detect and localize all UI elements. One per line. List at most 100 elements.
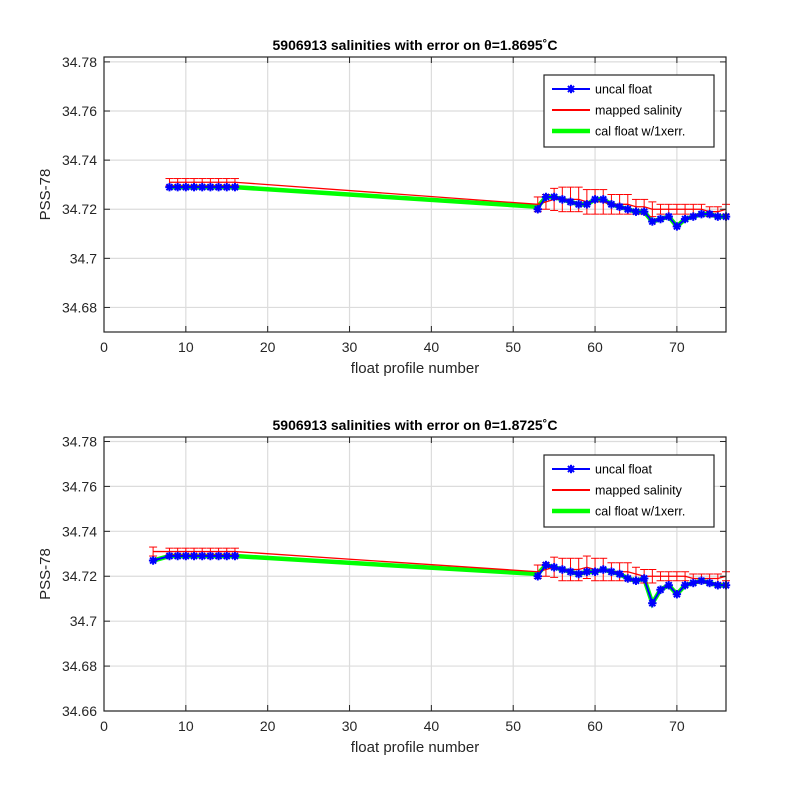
chart-2: 0 10 20 30 40 50 60 70 34.66 34.68 34.7 34.72 34.74 3… <box>37 417 731 756</box>
uncal-float-point <box>648 217 657 226</box>
y-tick-label: 34.68 <box>62 658 97 674</box>
uncal-float-point <box>705 578 714 588</box>
y-tick-label: 34.68 <box>62 299 97 315</box>
uncal-float-point <box>533 205 542 214</box>
uncal-float-point <box>189 551 199 561</box>
uncal-float-point <box>689 212 698 221</box>
uncal-float-point <box>533 572 542 581</box>
y-tick-label: 34.72 <box>62 568 97 584</box>
uncal-float-point <box>189 182 199 192</box>
x-axis-label: float profile number <box>351 739 479 756</box>
y-tick-label: 34.74 <box>62 152 97 168</box>
legend-label-cal: cal float w/1xerr. <box>595 125 685 139</box>
uncal-float-point <box>181 182 191 192</box>
y-tick-label: 34.78 <box>62 54 97 70</box>
uncal-float-point <box>214 551 223 561</box>
uncal-float-point <box>148 556 158 565</box>
x-tick-label: 10 <box>178 339 194 355</box>
uncal-float-point <box>541 192 551 202</box>
uncal-float-point <box>582 200 592 209</box>
uncal-float-point <box>214 182 223 192</box>
y-tick-label: 34.76 <box>62 478 97 494</box>
uncal-float-point <box>574 569 583 579</box>
uncal-float-point <box>222 182 231 192</box>
legend-label-cal: cal float w/1xerr. <box>595 505 685 519</box>
uncal-float-point <box>566 197 575 207</box>
uncal-float-point <box>198 182 207 192</box>
uncal-float-point <box>549 563 559 572</box>
uncal-float-point <box>623 205 632 214</box>
uncal-float-point <box>558 565 567 574</box>
y-tick-label: 34.74 <box>62 523 97 539</box>
x-tick-label: 60 <box>587 339 603 355</box>
uncal-float-point <box>206 182 215 192</box>
axes-box <box>103 56 727 333</box>
uncal-float-point <box>222 551 231 561</box>
x-tick-label: 0 <box>100 339 108 355</box>
uncal-float-point <box>599 195 608 204</box>
uncal-float-point <box>639 574 649 583</box>
x-tick-label: 60 <box>587 718 603 734</box>
uncal-float-point <box>713 212 723 221</box>
uncal-float-point <box>672 222 682 231</box>
uncal-float-point <box>680 214 690 224</box>
uncal-float-point <box>230 551 240 561</box>
error-bar <box>656 203 665 215</box>
uncal-float-point <box>697 576 706 585</box>
uncal-float-point <box>566 567 575 576</box>
y-tick-label: 34.72 <box>62 201 97 217</box>
x-tick-label: 50 <box>505 339 521 355</box>
error-bar <box>648 569 657 584</box>
uncal-float-point <box>590 567 600 576</box>
x-tick-label: 50 <box>505 718 521 734</box>
x-tick-label: 40 <box>424 339 440 355</box>
y-tick-label: 34.7 <box>70 250 97 266</box>
uncal-float-point <box>631 207 641 216</box>
uncal-float-point <box>623 574 632 583</box>
legend: uncal float mapped salinity cal float w/1x… <box>543 454 715 528</box>
chart-1: 0 10 20 30 40 50 60 70 34.68 34.7 34.72 34.74 34.76 3… <box>37 37 731 377</box>
uncal-float-point <box>639 207 649 216</box>
x-tick-label: 0 <box>100 718 108 734</box>
uncal-float-point <box>664 581 673 590</box>
error-bar <box>149 546 158 557</box>
uncal-float-point <box>697 209 706 219</box>
uncal-float-point <box>664 212 673 221</box>
uncal-float-point <box>615 569 624 579</box>
uncal-float-point <box>705 209 714 219</box>
error-bar <box>672 571 681 582</box>
y-tick-label: 34.7 <box>70 613 97 629</box>
uncal-float-point <box>680 581 690 590</box>
y-axis-label: PSS-78 <box>37 548 54 600</box>
legend-label-mapped: mapped salinity <box>595 104 683 118</box>
uncal-float-point <box>558 195 567 204</box>
mapped-salinity-line <box>153 550 727 580</box>
uncal-float-point <box>582 567 592 576</box>
legend-marker-uncal <box>566 464 576 474</box>
uncal-float-point <box>549 192 559 202</box>
uncal-float-point <box>607 567 616 576</box>
error-bar <box>664 571 673 582</box>
y-tick-label: 34.66 <box>62 703 97 719</box>
x-tick-label: 10 <box>178 718 194 734</box>
error-bar <box>681 571 690 582</box>
uncal-float-point <box>607 200 616 209</box>
error-bar <box>656 571 665 582</box>
uncal-float-point <box>165 551 174 561</box>
legend: uncal float mapped salinity cal float w/1x… <box>543 74 715 148</box>
x-tick-label: 20 <box>260 718 276 734</box>
uncal-float-point <box>181 551 191 561</box>
uncal-float-point <box>165 182 174 192</box>
x-tick-label: 30 <box>342 718 358 734</box>
y-tick-label: 34.76 <box>62 103 97 119</box>
uncal-float-segment <box>643 578 654 604</box>
legend-label-uncal: uncal float <box>595 83 653 97</box>
uncal-float-point <box>713 581 723 590</box>
y-axis-label: PSS-78 <box>37 169 54 221</box>
uncal-float-point <box>631 576 641 585</box>
uncal-float-point <box>198 551 207 561</box>
chart-title: 5906913 salinities with error on θ=1.869… <box>273 37 558 53</box>
x-tick-label: 70 <box>669 339 685 355</box>
uncal-float-point <box>230 182 240 192</box>
